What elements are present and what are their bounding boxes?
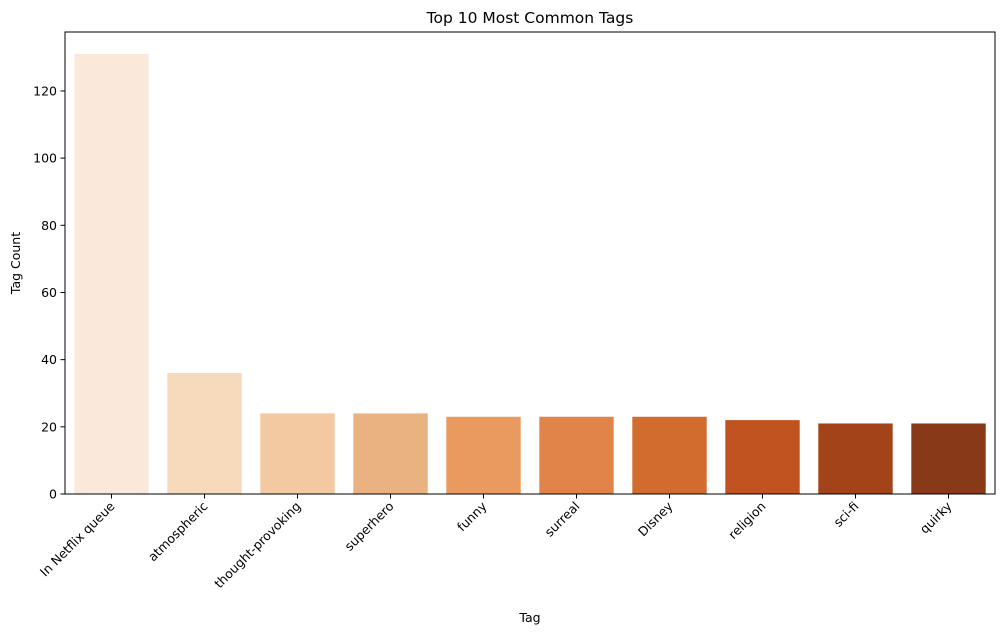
x-axis-label: Tag [518,610,540,625]
bar-7 [725,420,800,494]
y-tick-label-5: 100 [33,151,57,166]
x-tick-label-7: religion [725,499,768,542]
bar-6 [632,416,707,494]
x-tick-label-9: quirky [917,498,955,536]
bars-group [74,54,986,494]
y-axis-label: Tag Count [8,232,23,295]
y-tick-label-0: 0 [49,487,57,502]
bar-5 [539,416,614,494]
y-tick-label-6: 120 [33,83,57,98]
bar-2 [260,413,335,494]
x-tick-label-8: sci-fi [830,499,861,530]
chart-title: Top 10 Most Common Tags [426,9,634,27]
x-tick-label-5: surreal [542,499,583,540]
plot-frame [64,31,996,495]
bar-4 [446,416,521,494]
bar-1 [167,373,242,494]
y-tick-label-1: 20 [41,419,57,434]
bar-3 [353,413,428,494]
bar-8 [818,423,893,494]
x-tick-label-0: In Netflix queue [37,498,118,579]
x-tick-label-4: funny [454,498,490,534]
x-axis: In Netflix queue atmospheric thought-provo… [37,494,955,591]
x-tick-label-6: Disney [635,498,676,539]
bar-9 [911,423,986,494]
x-tick-label-2: thought-provoking [211,499,303,591]
bar-0 [74,54,149,494]
y-axis: 0 20 40 60 80 100 120 [33,83,65,502]
x-tick-label-1: atmospheric [145,498,211,564]
y-tick-label-4: 80 [41,218,57,233]
x-tick-label-3: superhero [341,499,396,554]
y-tick-label-2: 40 [41,352,57,367]
y-tick-label-3: 60 [41,285,57,300]
